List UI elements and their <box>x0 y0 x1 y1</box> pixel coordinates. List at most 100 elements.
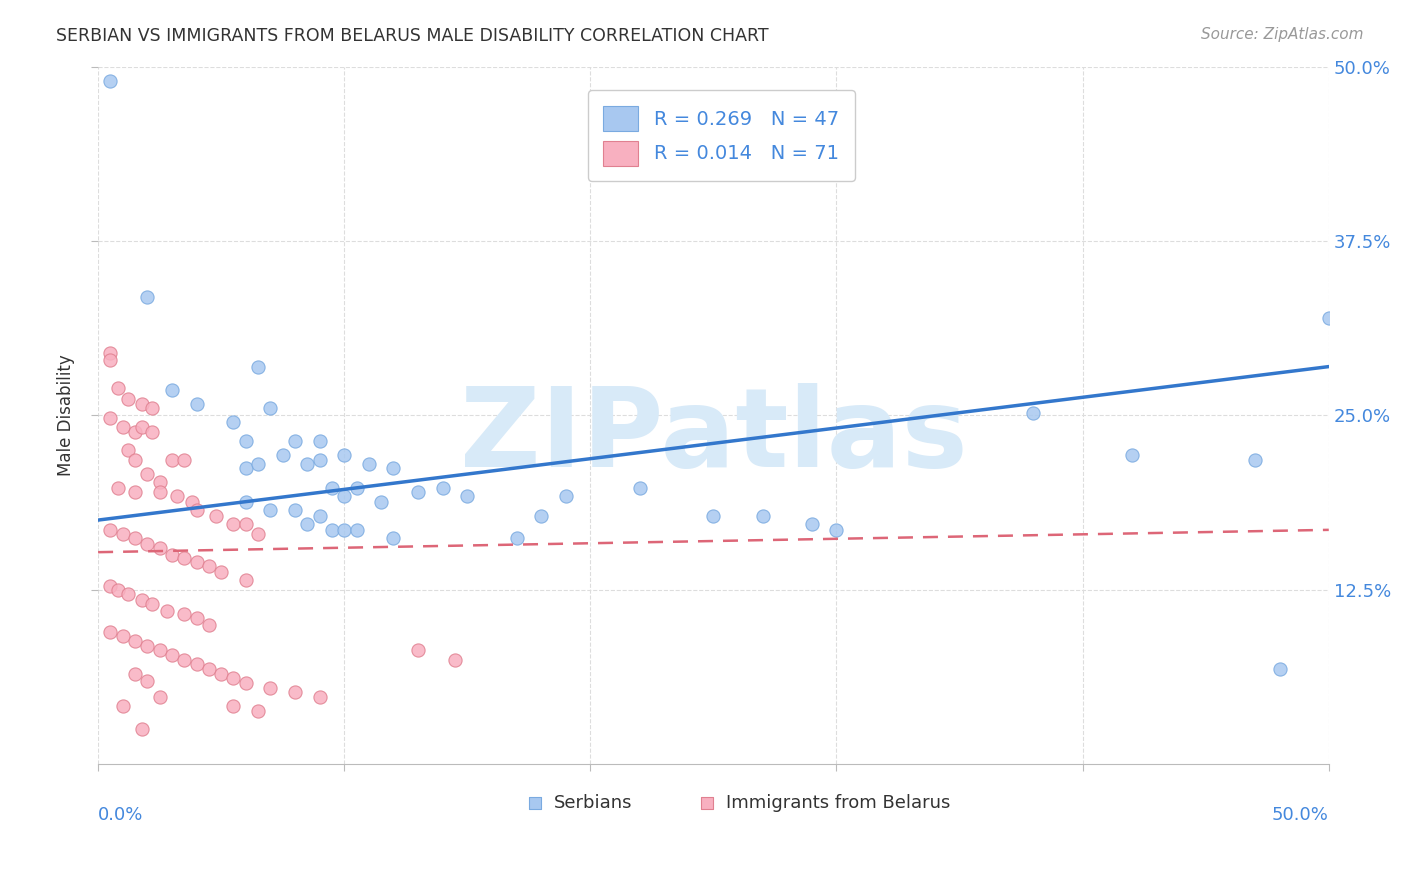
Point <box>100 624 122 639</box>
Point <box>333 448 356 462</box>
Point <box>321 523 343 537</box>
Point <box>1244 453 1267 467</box>
Point <box>346 523 368 537</box>
Point <box>308 690 330 705</box>
Point <box>271 448 294 462</box>
Point <box>124 485 146 500</box>
Point <box>111 527 134 541</box>
Point <box>259 681 281 695</box>
Point <box>136 673 159 688</box>
Point <box>284 434 307 448</box>
Point <box>1317 310 1340 325</box>
Point <box>235 495 257 509</box>
Point <box>222 517 245 532</box>
Point <box>235 434 257 448</box>
Point <box>186 397 208 411</box>
Point <box>107 481 129 495</box>
Point <box>825 523 848 537</box>
Point <box>751 508 773 523</box>
Point <box>124 634 146 648</box>
Point <box>308 453 330 467</box>
Point <box>1121 448 1143 462</box>
Point <box>235 676 257 690</box>
Point <box>149 485 172 500</box>
Point <box>141 597 163 611</box>
Point <box>173 453 195 467</box>
Point <box>173 652 195 666</box>
Point <box>209 565 232 579</box>
Text: ZIPatlas: ZIPatlas <box>460 383 967 490</box>
Point <box>124 425 146 440</box>
Point <box>456 489 478 503</box>
Point <box>382 461 405 475</box>
Point <box>554 489 576 503</box>
Point <box>117 587 139 601</box>
Point <box>136 467 159 481</box>
Point <box>111 419 134 434</box>
Point <box>160 648 183 663</box>
Point <box>530 508 553 523</box>
Point <box>117 443 139 458</box>
Point <box>960 834 983 848</box>
Point <box>136 639 159 653</box>
Point <box>284 503 307 517</box>
Point <box>333 489 356 503</box>
Point <box>247 457 270 471</box>
Point <box>222 698 245 713</box>
Point <box>117 392 139 406</box>
Point <box>800 517 823 532</box>
Text: Immigrants from Belarus: Immigrants from Belarus <box>725 794 950 812</box>
Point <box>259 401 281 416</box>
Point <box>149 643 172 657</box>
Point <box>100 73 122 87</box>
Point <box>198 559 221 574</box>
Point <box>180 495 202 509</box>
Point <box>131 723 153 737</box>
Point <box>370 495 392 509</box>
Point <box>131 397 153 411</box>
Point <box>1022 406 1045 420</box>
Point <box>186 657 208 671</box>
Point <box>100 579 122 593</box>
Point <box>160 453 183 467</box>
Point <box>235 517 257 532</box>
Text: Source: ZipAtlas.com: Source: ZipAtlas.com <box>1201 27 1364 42</box>
Point <box>222 671 245 685</box>
Point <box>131 419 153 434</box>
Point <box>432 481 454 495</box>
Point <box>198 617 221 632</box>
Point <box>186 611 208 625</box>
Point <box>141 401 163 416</box>
Point <box>333 523 356 537</box>
Point <box>284 684 307 698</box>
Point <box>209 666 232 681</box>
Point <box>382 531 405 545</box>
Point <box>297 457 319 471</box>
Text: SERBIAN VS IMMIGRANTS FROM BELARUS MALE DISABILITY CORRELATION CHART: SERBIAN VS IMMIGRANTS FROM BELARUS MALE … <box>56 27 769 45</box>
Point <box>173 607 195 621</box>
Point <box>321 481 343 495</box>
Point <box>100 411 122 425</box>
Point <box>149 541 172 555</box>
Text: 0.0%: 0.0% <box>98 806 143 824</box>
Point <box>141 425 163 440</box>
Point <box>247 704 270 718</box>
Point <box>124 453 146 467</box>
Point <box>198 662 221 676</box>
Point <box>308 508 330 523</box>
Point <box>131 592 153 607</box>
Point <box>111 629 134 643</box>
Point <box>166 489 188 503</box>
Point <box>111 698 134 713</box>
Point <box>136 537 159 551</box>
Text: Serbians: Serbians <box>554 794 631 812</box>
Point <box>235 461 257 475</box>
Point <box>160 548 183 562</box>
Point <box>222 416 245 430</box>
Point <box>124 666 146 681</box>
Point <box>160 384 183 398</box>
Point <box>406 643 429 657</box>
Point <box>702 508 724 523</box>
Point <box>444 652 467 666</box>
Point <box>247 527 270 541</box>
